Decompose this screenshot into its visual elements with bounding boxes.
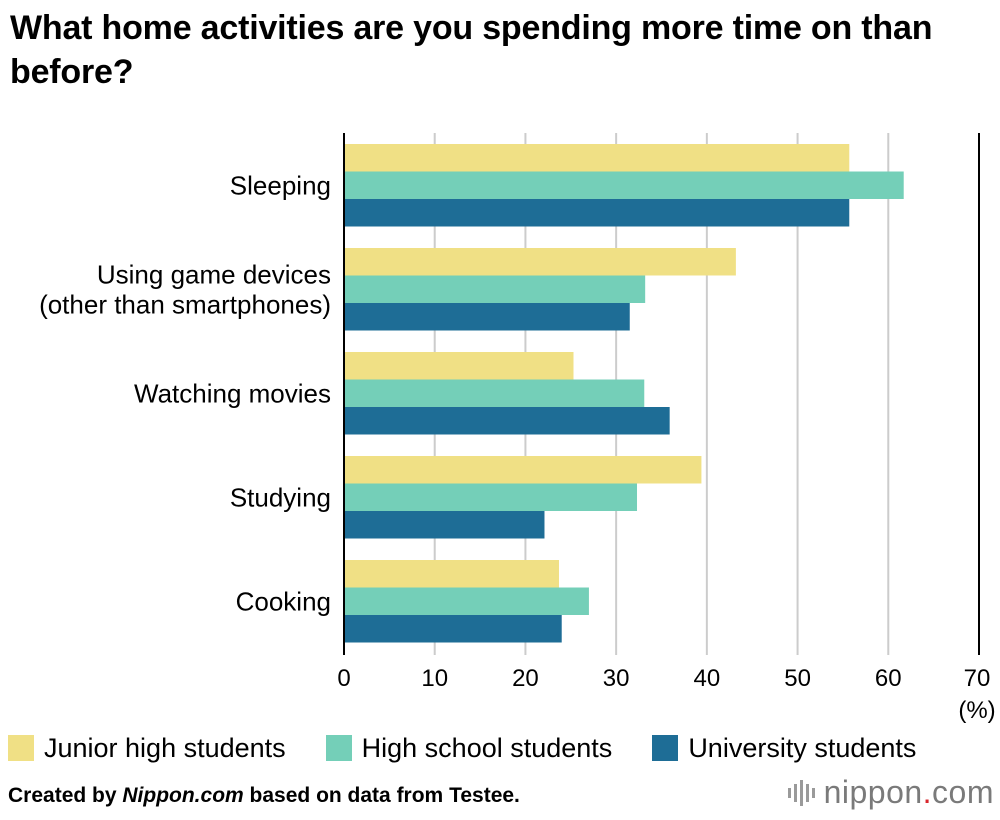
bar bbox=[344, 407, 670, 435]
x-axis-unit-label: (%) bbox=[958, 697, 995, 724]
sound-bars-icon bbox=[787, 779, 818, 806]
bar bbox=[344, 199, 850, 227]
legend-item-high: High school students bbox=[325, 732, 613, 764]
bar bbox=[344, 303, 630, 331]
logo-dot: . bbox=[922, 774, 933, 810]
bar bbox=[344, 456, 702, 484]
bar bbox=[344, 248, 736, 276]
credit-suffix: based on data from Testee. bbox=[243, 784, 520, 807]
chart-title: What home activities are you spending mo… bbox=[10, 9, 933, 91]
legend-item-university: University students bbox=[652, 733, 916, 764]
nippon-logo: nippon. com bbox=[787, 774, 994, 811]
credit-source: Nippon.com bbox=[122, 784, 244, 807]
bar bbox=[344, 144, 850, 172]
x-tick-label: 10 bbox=[421, 665, 448, 692]
category-label: Studying bbox=[230, 482, 331, 512]
logo-name: nippon bbox=[823, 774, 923, 810]
bar-chart: Sleeping Using game devices(other than sm… bbox=[39, 133, 996, 724]
category-label: Cooking bbox=[236, 586, 331, 616]
category-label: Sleeping bbox=[230, 170, 331, 200]
x-tick-label: 40 bbox=[694, 665, 721, 692]
legend-item-junior: Junior high students bbox=[8, 733, 286, 764]
x-tick-label: 20 bbox=[512, 665, 539, 692]
x-tick-label: 30 bbox=[603, 665, 630, 692]
legend-label-university: University students bbox=[688, 732, 917, 763]
bar bbox=[344, 511, 545, 539]
legend-label-junior: Junior high students bbox=[44, 732, 286, 763]
legend-swatch-university bbox=[652, 735, 679, 761]
legend: Junior high students High school student… bbox=[8, 728, 998, 768]
bar bbox=[344, 615, 562, 643]
bar bbox=[344, 483, 638, 511]
bar bbox=[344, 379, 645, 407]
bar bbox=[344, 560, 559, 588]
x-tick-label: 50 bbox=[784, 665, 811, 692]
logo-tld: com bbox=[932, 774, 994, 810]
bar bbox=[344, 352, 574, 380]
bar bbox=[344, 275, 646, 303]
source-credit: Created by Nippon.com based on data from… bbox=[8, 784, 520, 808]
x-tick-label: 60 bbox=[875, 665, 902, 692]
legend-swatch-high bbox=[325, 735, 352, 761]
category-label: Watching movies bbox=[134, 378, 331, 408]
legend-label-high: High school students bbox=[361, 732, 613, 763]
category-label: Using game devices bbox=[97, 259, 331, 289]
bar bbox=[344, 587, 589, 615]
category-label: (other than smartphones) bbox=[39, 289, 331, 319]
credit-prefix: Created by bbox=[8, 784, 123, 807]
x-tick-label: 70 bbox=[964, 665, 991, 692]
x-tick-label: 0 bbox=[337, 665, 350, 692]
legend-swatch-junior bbox=[8, 735, 34, 761]
bar bbox=[344, 171, 904, 199]
